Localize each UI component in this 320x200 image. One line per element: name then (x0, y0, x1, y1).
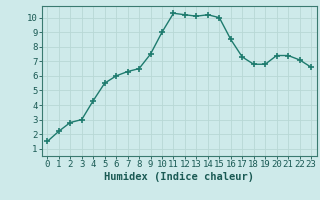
X-axis label: Humidex (Indice chaleur): Humidex (Indice chaleur) (104, 172, 254, 182)
